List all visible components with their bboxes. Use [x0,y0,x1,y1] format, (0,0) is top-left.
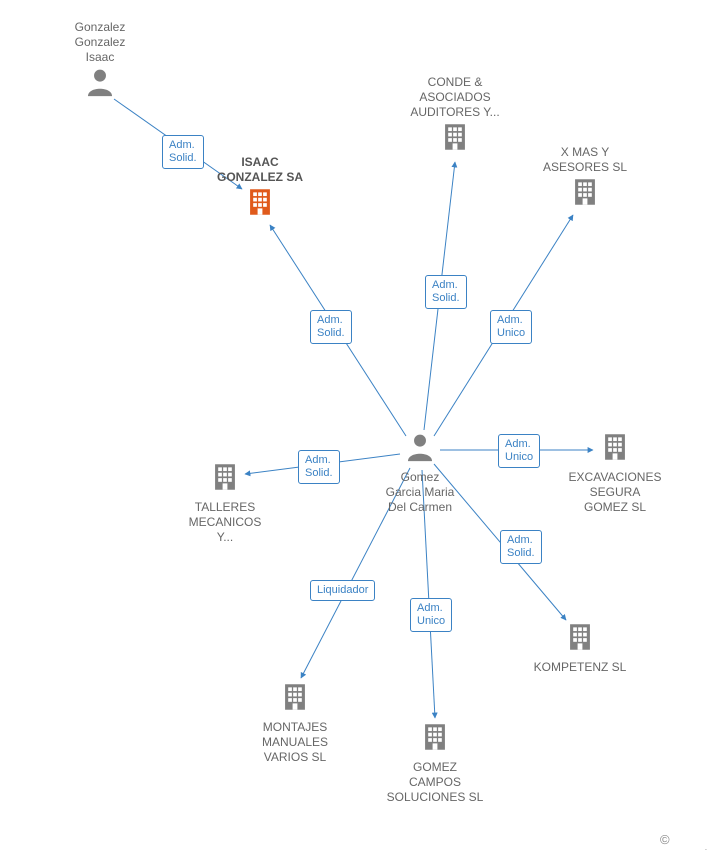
node-gomez-campos[interactable]: GOMEZ CAMPOS SOLUCIONES SL [387,720,484,805]
node-excavaciones[interactable]: EXCAVACIONES SEGURA GOMEZ SL [569,430,662,515]
node-label: EXCAVACIONES SEGURA GOMEZ SL [569,470,662,515]
node-label: TALLERES MECANICOS Y... [189,500,262,545]
node-montajes[interactable]: MONTAJES MANUALES VARIOS SL [262,680,328,765]
person-icon [403,430,437,464]
node-isaac-gonzalez-sa[interactable]: ISAAC GONZALEZ SA [217,155,303,225]
node-kompetenz[interactable]: KOMPETENZ SL [534,620,627,675]
building-icon [563,620,597,654]
watermark: © empresia [660,832,728,850]
person-icon [83,65,117,99]
building-icon [243,185,277,219]
node-label: GOMEZ CAMPOS SOLUCIONES SL [387,760,484,805]
edge-label: Adm. Unico [410,598,452,632]
diagram-canvas [0,0,728,850]
node-gonzalez-isaac[interactable]: Gonzalez Gonzalez Isaac [75,20,126,105]
node-label: MONTAJES MANUALES VARIOS SL [262,720,328,765]
node-label: Gonzalez Gonzalez Isaac [75,20,126,65]
node-conde-asociados[interactable]: CONDE & ASOCIADOS AUDITORES Y... [410,75,499,160]
edge-label: Adm. Solid. [310,310,352,344]
building-icon [438,120,472,154]
edge-label: Adm. Unico [498,434,540,468]
edge-label: Adm. Unico [490,310,532,344]
node-label: X MAS Y ASESORES SL [543,145,627,175]
edge-label: Adm. Solid. [500,530,542,564]
node-label: CONDE & ASOCIADOS AUDITORES Y... [410,75,499,120]
watermark-copyright: © [660,832,670,847]
node-label: ISAAC GONZALEZ SA [217,155,303,185]
edge-label: Liquidador [310,580,375,601]
node-label: Gomez Garcia Maria Del Carmen [386,470,455,515]
building-icon [418,720,452,754]
node-label: KOMPETENZ SL [534,660,627,675]
edge-label: Adm. Solid. [425,275,467,309]
node-x-mas-y[interactable]: X MAS Y ASESORES SL [543,145,627,215]
building-icon [568,175,602,209]
node-talleres[interactable]: TALLERES MECANICOS Y... [189,460,262,545]
building-icon [598,430,632,464]
building-icon [208,460,242,494]
node-gomez-garcia[interactable]: Gomez Garcia Maria Del Carmen [386,430,455,515]
edge-label: Adm. Solid. [298,450,340,484]
building-icon [278,680,312,714]
edge-label: Adm. Solid. [162,135,204,169]
